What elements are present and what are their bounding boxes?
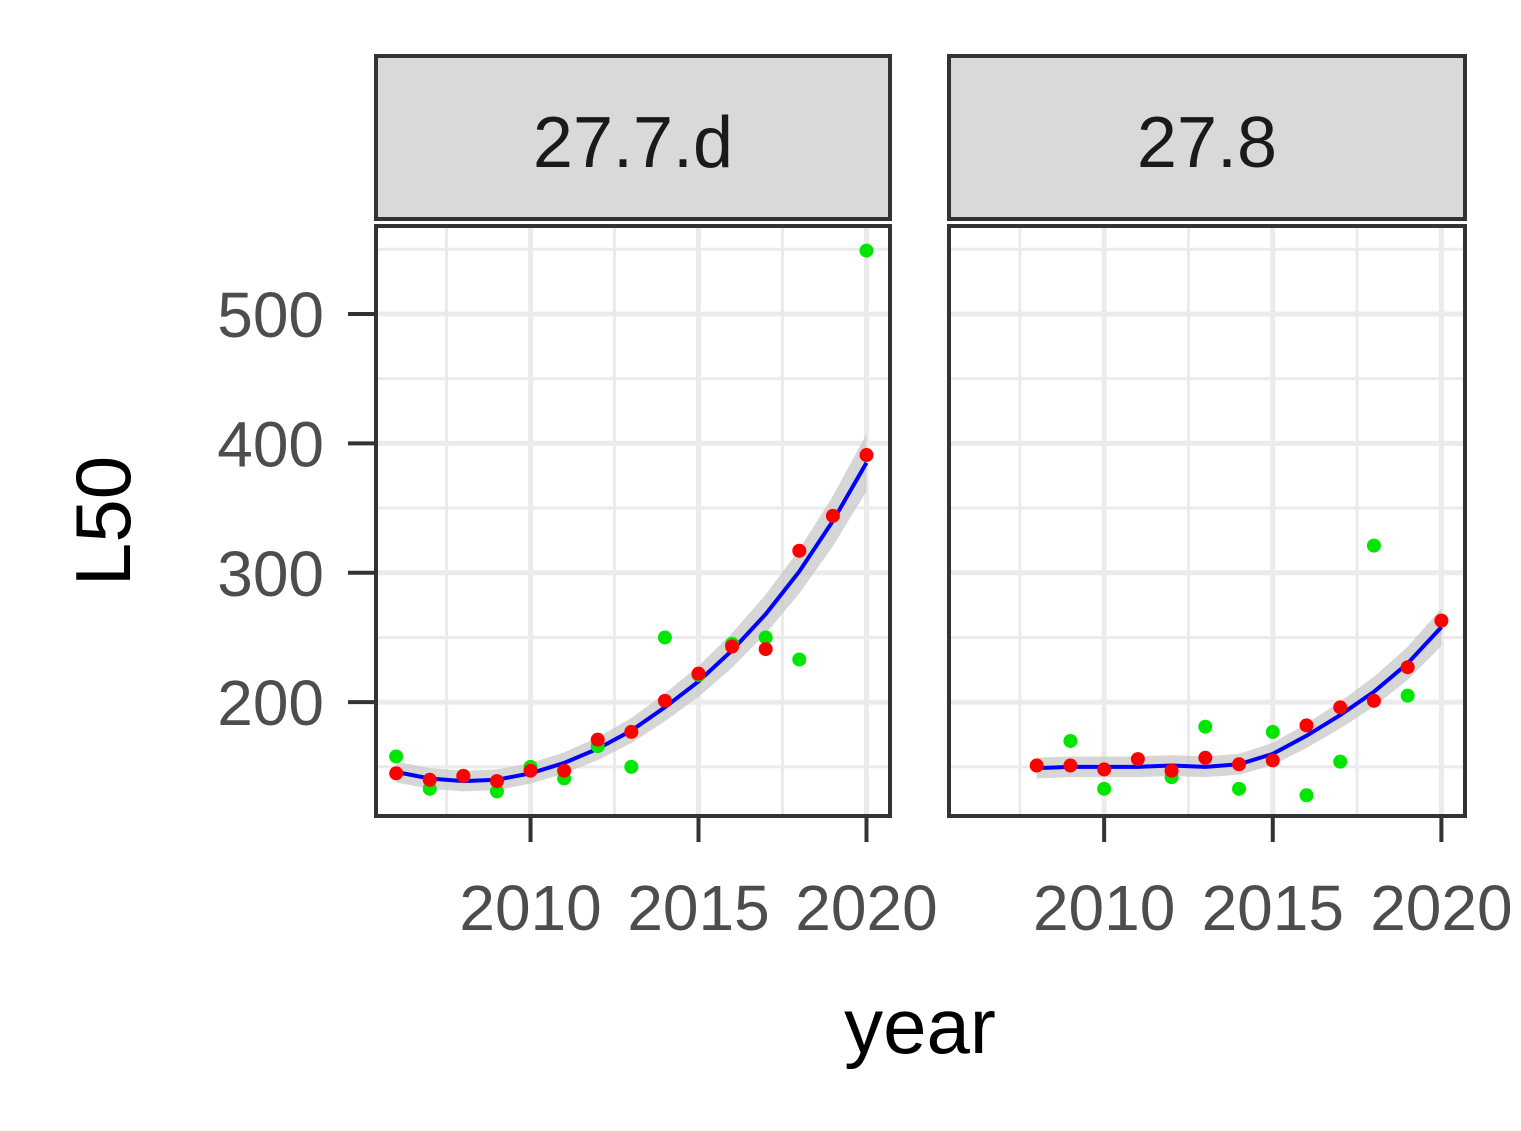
observed-point <box>859 243 874 258</box>
fitted-point <box>456 768 471 783</box>
fitted-point <box>1299 718 1314 733</box>
fitted-point <box>1029 758 1044 773</box>
observed-point <box>1063 733 1078 748</box>
fitted-point <box>1400 660 1415 675</box>
observed-point <box>624 759 639 774</box>
strip-background <box>947 54 1467 221</box>
fitted-point <box>1232 757 1247 772</box>
y-tick-label: 400 <box>217 408 324 480</box>
observed-point <box>1198 719 1213 734</box>
fitted-point <box>1164 763 1179 778</box>
panel-background <box>949 226 1465 816</box>
observed-point <box>758 630 773 645</box>
y-axis: 200 300 400 500 <box>217 279 376 739</box>
strip-background <box>374 54 892 221</box>
fitted-point <box>422 772 437 787</box>
fitted-point <box>1333 700 1348 715</box>
y-tick-label: 200 <box>217 667 324 739</box>
x-tick-label: 2015 <box>1202 872 1344 944</box>
fitted-point <box>758 642 773 657</box>
smooth-confidence-ribbon <box>396 434 867 792</box>
observed-point <box>1097 781 1112 796</box>
x-tick-label: 2020 <box>795 872 937 944</box>
fitted-point <box>1198 750 1213 765</box>
fitted-point <box>557 763 572 778</box>
fitted-point <box>1130 752 1145 767</box>
observed-point <box>792 652 807 667</box>
fitted-point <box>624 724 639 739</box>
smooth-confidence-ribbon <box>1036 608 1442 779</box>
panel-border <box>947 224 1467 818</box>
x-tick-label: 2015 <box>627 872 769 944</box>
fitted-point <box>1434 613 1449 628</box>
observed-point <box>657 630 672 645</box>
observed-point <box>489 784 504 799</box>
fitted-point <box>590 732 605 747</box>
panel-border <box>374 224 892 818</box>
facet-panel-27-8: 27.8 2010 2015 2020 <box>947 54 1513 944</box>
x-axis-title: year <box>844 982 996 1070</box>
fitted-point <box>389 766 404 781</box>
fitted-point <box>725 639 740 654</box>
observed-point <box>389 749 404 764</box>
fitted-point <box>1265 753 1280 768</box>
fitted-point <box>691 666 706 681</box>
fitted-point <box>1366 693 1381 708</box>
fitted-point <box>523 763 538 778</box>
observed-point <box>1366 538 1381 553</box>
facet-panel-27-7-d: 27.7.d 2010 2015 2020 <box>374 54 938 944</box>
observed-point <box>1265 724 1280 739</box>
facet-strip-label: 27.8 <box>1137 103 1277 183</box>
facet-strip-label: 27.7.d <box>533 103 733 183</box>
observed-point <box>1299 788 1314 803</box>
fitted-point <box>825 508 840 523</box>
x-tick-label: 2020 <box>1370 872 1512 944</box>
fitted-point <box>489 774 504 789</box>
observed-point <box>1232 781 1247 796</box>
fitted-point <box>1097 762 1112 777</box>
fitted-point <box>657 693 672 708</box>
fitted-point <box>1063 758 1078 773</box>
x-tick-label: 2010 <box>1033 872 1175 944</box>
observed-point <box>1333 754 1348 769</box>
y-tick-label: 300 <box>217 538 324 610</box>
y-tick-label: 500 <box>217 279 324 351</box>
y-axis-title: L50 <box>59 456 147 586</box>
x-tick-label: 2010 <box>459 872 601 944</box>
fitted-point <box>859 448 874 463</box>
fitted-point <box>792 543 807 558</box>
observed-point <box>1400 688 1415 703</box>
